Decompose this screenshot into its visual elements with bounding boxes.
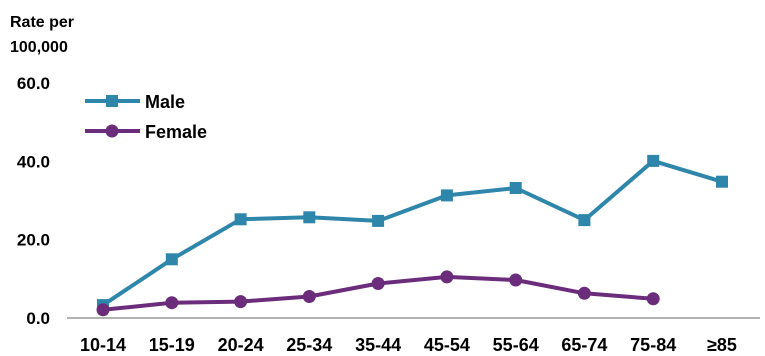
data-point-female (440, 270, 454, 284)
data-point-female (509, 273, 523, 287)
data-point-male (234, 213, 247, 226)
series-line-male (101, 158, 723, 307)
x-tick-label: 55-64 (493, 335, 539, 355)
data-point-male (303, 211, 316, 224)
data-point-male (578, 214, 591, 227)
x-tick-label: ≥85 (707, 335, 737, 355)
legend-label-male: Male (145, 92, 185, 112)
x-tick-label: 45-54 (424, 335, 470, 355)
data-point-male (165, 253, 178, 266)
data-point-female (646, 292, 660, 306)
data-point-male (509, 182, 522, 194)
legend-marker-female (105, 124, 119, 138)
legend-item-female: Female (85, 122, 207, 142)
data-point-female (577, 286, 591, 300)
legend-marker-male (106, 95, 118, 107)
x-tick-label: 20-24 (218, 335, 264, 355)
data-point-female (165, 296, 179, 310)
data-point-female (302, 290, 316, 303)
plot-series (96, 154, 728, 317)
data-point-male (440, 189, 453, 202)
y-tick-label: 60.0 (17, 74, 50, 93)
x-axis-ticks: 10-14 15-19 20-24 25-34 35-44 45-54 55-6… (80, 335, 737, 355)
legend-item-male: Male (85, 92, 185, 112)
legend: Male Female (85, 92, 207, 142)
x-tick-label: 65-74 (561, 335, 607, 355)
y-tick-label: 0.0 (26, 309, 50, 328)
x-tick-label: 75-84 (630, 335, 676, 355)
data-point-female (234, 295, 248, 309)
y-tick-label: 40.0 (17, 152, 50, 171)
y-axis-ticks: 0.0 20.0 40.0 60.0 (17, 74, 50, 328)
data-point-male (372, 214, 385, 227)
x-tick-label: 15-19 (149, 335, 195, 355)
y-axis-label-line-2: 100,000 (10, 39, 68, 56)
data-point-female (371, 277, 385, 290)
data-point-female (96, 303, 110, 317)
data-point-male (647, 154, 660, 167)
data-point-male (716, 175, 728, 188)
x-tick-label: 35-44 (355, 335, 401, 355)
x-tick-label: 10-14 (80, 335, 126, 355)
x-tick-label: 25-34 (286, 335, 332, 355)
legend-label-female: Female (145, 122, 207, 142)
y-tick-label: 20.0 (17, 231, 50, 250)
y-axis-label-line-1: Rate per (10, 14, 74, 31)
